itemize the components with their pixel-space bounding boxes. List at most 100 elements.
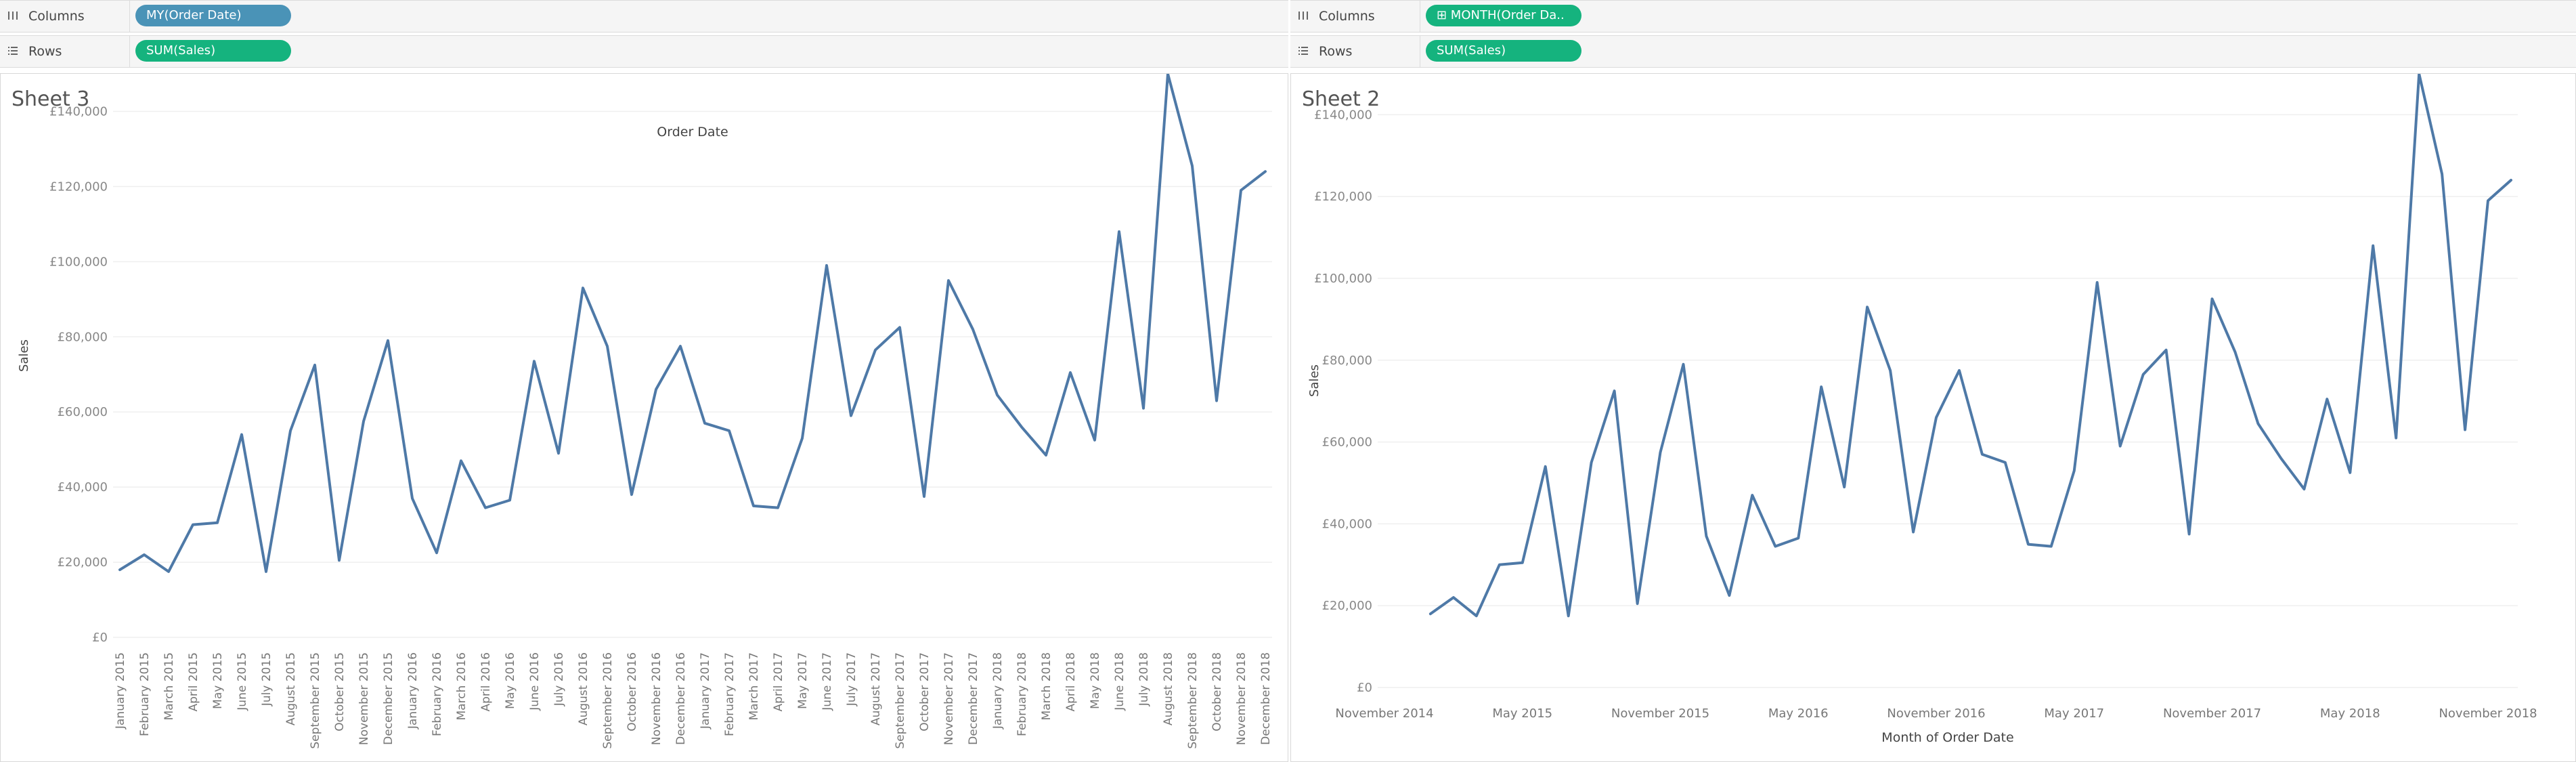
- y-tick-label: £20,000: [1322, 599, 1372, 613]
- x-tick-label: April 2018: [1064, 652, 1078, 712]
- x-tick-label: April 2016: [479, 652, 493, 712]
- columns-pill-month-order-date[interactable]: ⊞ MONTH(Order Da..: [1426, 5, 1581, 26]
- chart-header-title: Order Date: [657, 125, 728, 140]
- x-tick-label: September 2017: [894, 652, 907, 749]
- x-tick-label: March 2015: [162, 652, 176, 721]
- y-tick-label: £60,000: [58, 405, 108, 419]
- y-tick-label: £40,000: [1322, 517, 1372, 531]
- x-tick-label: October 2015: [333, 652, 347, 732]
- x-tick-label: June 2015: [236, 652, 249, 711]
- x-tick-label: June 2018: [1113, 652, 1127, 711]
- sales-by-month-chart-sheet-3: £0 £20,000 £40,000 £60,000 £80,000 £100,000 £1…: [17, 74, 1273, 749]
- y-tick-label: £80,000: [58, 330, 108, 344]
- x-tick-label: January 2015: [114, 652, 127, 729]
- x-tick-label: January 2017: [699, 652, 712, 729]
- x-tick-label: May 2015: [211, 652, 225, 709]
- y-tick-label: £60,000: [1322, 436, 1372, 450]
- columns-icon: [8, 12, 18, 20]
- rows-shelf: Rows SUM(Sales): [0, 35, 1288, 68]
- y-tick-label: £40,000: [58, 480, 108, 494]
- x-tick-label: May 2016: [504, 652, 517, 709]
- y-tick-label: £120,000: [1314, 190, 1372, 204]
- x-tick-label: July 2016: [552, 652, 566, 706]
- sheet-3-view: Sheet 3 £0 £20,000 £40,000 £60,000 £80,000 £1…: [0, 73, 1288, 762]
- x-tick-label: March 2016: [455, 652, 468, 721]
- x-tick-label: November 2016: [650, 652, 663, 745]
- worksheet-pane-sheet-3: Columns MY(Order Date) Rows SUM(Sales) S…: [0, 0, 1288, 762]
- rows-icon: [1298, 47, 1308, 55]
- x-tick-label: December 2017: [967, 652, 980, 745]
- columns-label: Columns: [28, 9, 85, 24]
- rows-shelf: Rows SUM(Sales): [1290, 35, 2576, 68]
- x-tick-label: February 2016: [431, 652, 444, 736]
- x-tick-label: April 2015: [187, 652, 200, 712]
- x-tick-label: July 2017: [845, 652, 858, 706]
- x-tick-label: July 2018: [1137, 652, 1151, 706]
- y-axis-label: Sales: [17, 339, 31, 372]
- x-tick-label: May 2017: [796, 652, 810, 709]
- y-tick-label: £120,000: [49, 179, 108, 194]
- columns-label: Columns: [1319, 9, 1375, 24]
- y-tick-label: £0: [92, 631, 108, 645]
- sheet-title: Sheet 3: [12, 87, 90, 111]
- rows-shelf-label-box: Rows: [1290, 36, 1420, 67]
- sales-line-series: [118, 74, 1267, 573]
- x-tick-label: November 2014: [1335, 706, 1433, 721]
- sales-by-month-chart-sheet-2: £0 £20,000 £40,000 £60,000 £80,000 £100,000 £1…: [1307, 74, 2537, 745]
- columns-pill-my-order-date[interactable]: MY(Order Date): [135, 5, 291, 26]
- x-tick-label: December 2016: [674, 652, 688, 745]
- x-tick-label: August 2018: [1162, 652, 1175, 725]
- rows-label: Rows: [28, 44, 62, 59]
- x-tick-label: May 2017: [2044, 706, 2104, 721]
- x-tick-label: November 2018: [1235, 652, 1248, 745]
- y-tick-label: £100,000: [1314, 272, 1372, 286]
- x-tick-label: February 2015: [138, 652, 152, 736]
- y-tick-label: £100,000: [49, 255, 108, 269]
- x-tick-label: April 2017: [772, 652, 785, 712]
- y-axis-label: Sales: [1307, 364, 1322, 397]
- x-tick-label: January 2016: [406, 652, 420, 729]
- rows-pill-sum-sales[interactable]: SUM(Sales): [1426, 40, 1581, 62]
- rows-icon: [8, 47, 18, 55]
- columns-shelf: Columns ⊞ MONTH(Order Da..: [1290, 0, 2576, 33]
- x-tick-label: May 2018: [2320, 706, 2380, 721]
- y-tick-label: £140,000: [1314, 108, 1372, 122]
- x-tick-label: June 2016: [528, 652, 542, 711]
- rows-pill-sum-sales[interactable]: SUM(Sales): [135, 40, 291, 62]
- x-tick-label: March 2017: [747, 652, 761, 721]
- sheet-2-view: Sheet 2 £0 £20,000 £40,000 £60,000 £80,000 £1…: [1290, 73, 2576, 762]
- x-tick-label: December 2015: [382, 652, 395, 745]
- x-tick-label: August 2015: [284, 652, 298, 725]
- y-tick-label: £20,000: [58, 555, 108, 570]
- x-tick-label: November 2017: [942, 652, 956, 745]
- x-tick-label: October 2017: [918, 652, 932, 732]
- x-tick-label: November 2016: [1887, 706, 1985, 721]
- worksheet-pane-sheet-2: Columns ⊞ MONTH(Order Da.. Rows SUM(Sale…: [1290, 0, 2576, 762]
- x-tick-label: May 2018: [1089, 652, 1102, 709]
- x-tick-label: February 2017: [723, 652, 737, 736]
- sheet-title: Sheet 2: [1302, 87, 1380, 111]
- columns-shelf-label-box: Columns: [1290, 1, 1420, 32]
- x-tick-label: August 2016: [577, 652, 590, 725]
- x-axis-label: Month of Order Date: [1881, 730, 2013, 745]
- x-tick-label: November 2018: [2439, 706, 2537, 721]
- x-tick-label: September 2016: [601, 652, 615, 749]
- x-tick-label: October 2016: [626, 652, 639, 732]
- y-tick-label: £140,000: [49, 104, 108, 119]
- x-tick-label: February 2018: [1016, 652, 1029, 736]
- x-tick-label: August 2017: [869, 652, 883, 725]
- x-tick-label: September 2015: [309, 652, 322, 749]
- sales-line-series: [1428, 74, 2512, 618]
- rows-shelf-label-box: Rows: [0, 36, 130, 67]
- x-tick-label: June 2017: [821, 652, 834, 711]
- y-tick-label: £80,000: [1322, 354, 1372, 368]
- x-tick-label: January 2018: [991, 652, 1005, 729]
- columns-shelf: Columns MY(Order Date): [0, 0, 1288, 33]
- rows-label: Rows: [1319, 44, 1353, 59]
- x-tick-label: November 2017: [2163, 706, 2261, 721]
- columns-icon: [1298, 12, 1308, 20]
- x-tick-label: September 2018: [1186, 652, 1200, 749]
- x-tick-label: May 2016: [1768, 706, 1829, 721]
- columns-shelf-label-box: Columns: [0, 1, 130, 32]
- x-tick-label: November 2015: [357, 652, 371, 745]
